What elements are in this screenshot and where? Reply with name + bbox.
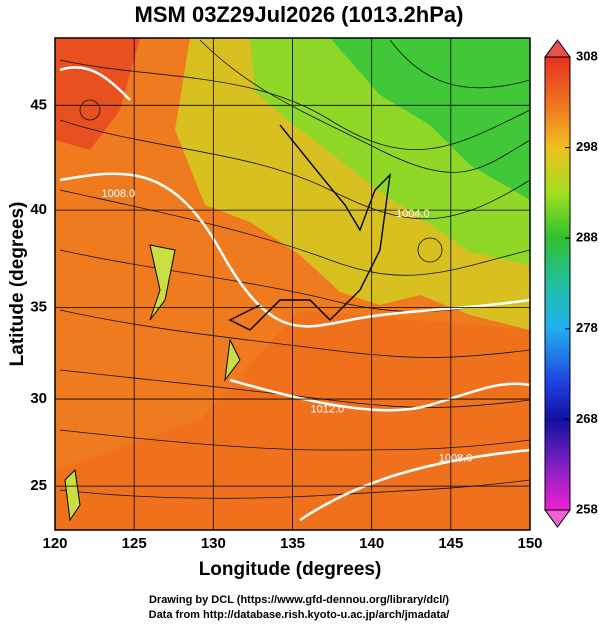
x-tick-label: 135 <box>280 535 305 552</box>
footer-source: Data from http://database.rish.kyoto-u.a… <box>149 609 450 621</box>
colorbar <box>544 56 571 511</box>
x-tick-label: 145 <box>438 535 463 552</box>
field-cold <box>330 38 530 200</box>
contour-label: 1008.0 <box>102 188 136 200</box>
y-tick-label: 35 <box>30 298 47 315</box>
y-axis-label: Latitude (degrees) <box>7 202 28 367</box>
coastline <box>228 124 391 331</box>
isobars <box>59 66 530 522</box>
y-tick-label: 45 <box>30 96 47 113</box>
colorbar-axis: 308 298 288 278 268 258 <box>565 48 598 516</box>
axes: 120 125 130 135 140 145 150 25 30 35 40 45 <box>30 38 543 552</box>
x-tick-label: 140 <box>359 535 384 552</box>
colorbar-tick-label: 288 <box>576 230 598 245</box>
field-warm <box>55 38 140 150</box>
y-tick-label: 25 <box>30 477 47 494</box>
contour-label: 1004.0 <box>396 208 430 220</box>
contour-label: 1012.0 <box>311 404 345 416</box>
colorbar-tick-label: 258 <box>576 501 598 516</box>
x-tick-label: 150 <box>517 535 542 552</box>
x-tick-label: 120 <box>42 535 67 552</box>
contour-labels: 1012.0 1008.0 1004.0 1008.0 <box>102 188 473 465</box>
x-tick-label: 125 <box>122 535 147 552</box>
colorbar-tick-label: 308 <box>576 48 598 63</box>
y-tick-label: 30 <box>30 390 47 407</box>
streamlines <box>59 39 530 499</box>
title: MSM 03Z29Jul2026 (1013.2hPa) <box>135 2 464 27</box>
colorbar-tick-label: 268 <box>576 411 598 426</box>
colorbar-tick-label: 278 <box>576 320 598 335</box>
x-axis-label: Longitude (degrees) <box>199 559 382 580</box>
y-tick-label: 40 <box>30 201 47 218</box>
colorbar-extend-top <box>544 39 571 58</box>
colorbar-tick-label: 298 <box>576 139 598 154</box>
x-tick-label: 130 <box>201 535 226 552</box>
colorbar-extend-bottom <box>544 509 571 528</box>
contour-label: 1008.0 <box>439 453 473 465</box>
footer-credit: Drawing by DCL (https://www.gfd-dennou.o… <box>149 594 449 606</box>
islands <box>64 244 241 522</box>
